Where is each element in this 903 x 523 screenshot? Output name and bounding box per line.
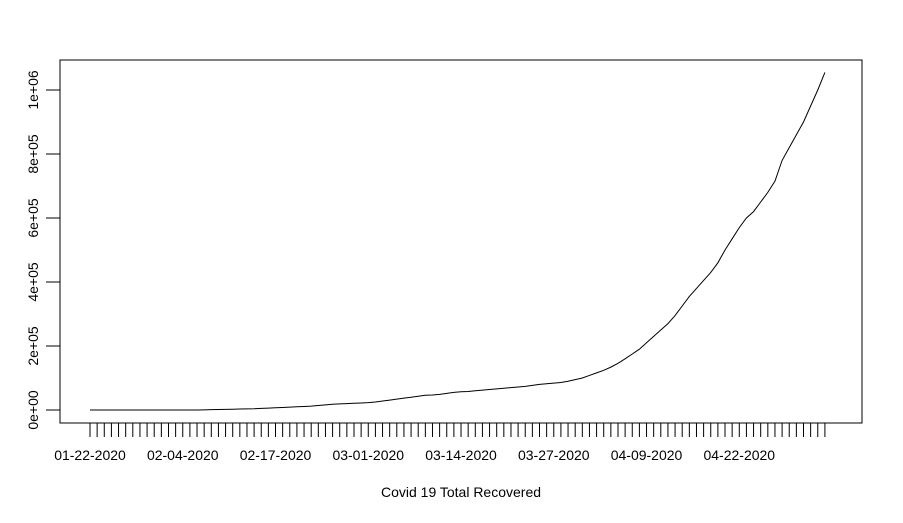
x-tick-label: 04-22-2020 — [703, 447, 775, 463]
x-tick-label: 03-01-2020 — [332, 447, 404, 463]
x-tick-label: 04-09-2020 — [611, 447, 683, 463]
y-tick-label: 8e+05 — [25, 134, 41, 174]
y-tick-label: 2e+05 — [25, 326, 41, 366]
x-tick-label: 03-14-2020 — [425, 447, 497, 463]
y-tick-label: 4e+05 — [25, 262, 41, 302]
x-tick-label: 02-17-2020 — [240, 447, 312, 463]
x-tick-label: 03-27-2020 — [518, 447, 590, 463]
x-tick-label: 02-04-2020 — [147, 447, 219, 463]
y-tick-label: 0e+00 — [25, 390, 41, 430]
series-line-total-recovered — [90, 72, 826, 411]
y-tick-label: 1e+06 — [25, 70, 41, 110]
plot-area-frame — [59, 59, 863, 424]
y-tick-label: 6e+05 — [25, 198, 41, 238]
x-tick-label: 01-22-2020 — [54, 447, 126, 463]
x-axis-title: Covid 19 Total Recovered — [381, 484, 541, 500]
